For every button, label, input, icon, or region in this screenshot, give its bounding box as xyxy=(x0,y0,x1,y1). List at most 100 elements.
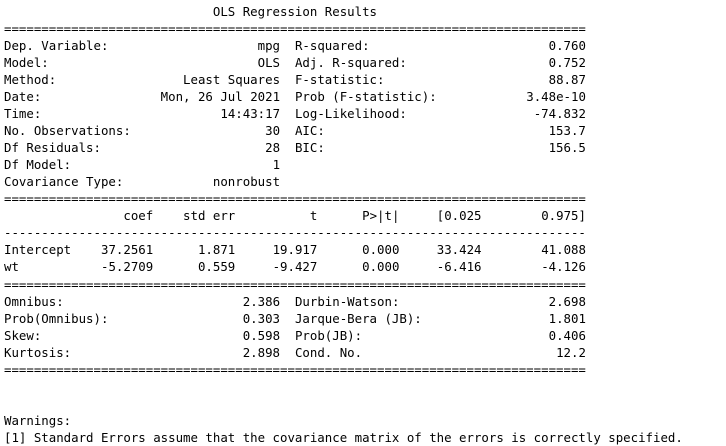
diagnostic-value: 0.303 xyxy=(242,310,281,326)
summary-row: No. Observations: 30 AIC: 153.7 xyxy=(4,122,683,139)
coef-cell: 41.088 xyxy=(541,242,586,258)
diagnostic-row: Skew: 0.598 Prob(JB): 0.406 xyxy=(4,327,683,344)
coef-header-row: coef std err t P>|t| [0.025 0.975] xyxy=(4,207,683,224)
rule-heavy: ========================================… xyxy=(4,361,683,378)
heavy-divider: ========================================… xyxy=(4,191,586,207)
summary-value: 14:43:17 xyxy=(220,106,281,122)
coef-variable-name: wt xyxy=(4,259,19,275)
diagnostic-value: 2.386 xyxy=(242,293,281,309)
diagnostic-label: Omnibus: xyxy=(4,293,64,309)
blank-line xyxy=(4,395,683,412)
summary-row: Covariance Type: nonrobust xyxy=(4,173,683,190)
coef-cell: 0.000 xyxy=(362,242,400,258)
heavy-divider: ========================================… xyxy=(4,276,586,292)
coef-column-header: t xyxy=(309,208,318,224)
summary-label: F-statistic: xyxy=(294,72,385,88)
rule-light: ----------------------------------------… xyxy=(4,224,683,241)
diagnostic-value: 2.698 xyxy=(548,293,586,309)
summary-row: Dep. Variable: mpg R-squared: 0.760 xyxy=(4,37,683,54)
summary-value: 156.5 xyxy=(548,140,586,156)
warning-line: [1] Standard Errors assume that the cova… xyxy=(4,429,683,446)
summary-value: 0.752 xyxy=(548,55,586,71)
blank-line xyxy=(4,378,683,395)
summary-label: Df Model: xyxy=(4,157,72,173)
warnings-heading-line: Warnings: xyxy=(4,412,683,429)
coef-cell: 1.871 xyxy=(197,242,236,258)
summary-value: Mon, 26 Jul 2021 xyxy=(160,89,281,105)
summary-label: Df Residuals: xyxy=(4,140,101,156)
ols-results-output: OLS Regression Results ==================… xyxy=(4,3,683,446)
coef-column-header: 0.975] xyxy=(541,208,586,224)
coef-column-header: std err xyxy=(183,208,236,224)
summary-label: Log-Likelihood: xyxy=(294,106,407,122)
summary-label: Method: xyxy=(4,72,57,88)
summary-value: 1 xyxy=(272,157,281,173)
summary-value: mpg xyxy=(257,38,281,54)
summary-row: Df Model: 1 xyxy=(4,156,683,173)
diagnostic-row: Omnibus: 2.386 Durbin-Watson: 2.698 xyxy=(4,293,683,310)
diagnostic-row: Kurtosis: 2.898 Cond. No. 12.2 xyxy=(4,344,683,361)
diagnostic-value: 12.2 xyxy=(556,344,586,360)
summary-row: Model: OLS Adj. R-squared: 0.752 xyxy=(4,54,683,71)
coef-column-header: [0.025 xyxy=(436,208,482,224)
coef-cell: -5.2709 xyxy=(100,259,154,275)
summary-value: 0.760 xyxy=(548,38,586,54)
coef-column-header: P>|t| xyxy=(362,208,400,224)
coef-cell: 37.2561 xyxy=(100,242,154,258)
summary-label: Model: xyxy=(4,55,49,71)
heavy-divider: ========================================… xyxy=(4,361,586,377)
light-divider: ----------------------------------------… xyxy=(4,225,586,241)
summary-value: 153.7 xyxy=(548,123,586,139)
heavy-divider: ========================================… xyxy=(4,21,586,37)
summary-value: OLS xyxy=(257,55,281,71)
rule-heavy: ========================================… xyxy=(4,20,683,37)
coef-cell: 19.917 xyxy=(272,242,318,258)
summary-value: 88.87 xyxy=(548,72,586,88)
diagnostic-value: 0.598 xyxy=(242,327,281,343)
rule-heavy: ========================================… xyxy=(4,276,683,293)
rule-heavy: ========================================… xyxy=(4,190,683,207)
warnings-heading: Warnings: xyxy=(4,412,72,428)
coef-cell: -6.416 xyxy=(436,259,482,275)
summary-value: Least Squares xyxy=(183,72,281,88)
diagnostic-value: 2.898 xyxy=(242,344,281,360)
summary-label: Date: xyxy=(4,89,42,105)
diagnostic-label: Skew: xyxy=(4,327,42,343)
coef-row: wt -5.2709 0.559 -9.427 0.000 -6.416 -4.… xyxy=(4,258,683,275)
title-line: OLS Regression Results xyxy=(4,3,683,20)
diagnostic-value: 1.801 xyxy=(548,310,586,326)
diagnostic-row: Prob(Omnibus): 0.303 Jarque-Bera (JB): 1… xyxy=(4,310,683,327)
summary-label: Adj. R-squared: xyxy=(294,55,407,71)
summary-value: 30 xyxy=(265,123,281,139)
summary-label: Prob (F-statistic): xyxy=(294,89,437,105)
summary-value: -74.832 xyxy=(533,106,586,122)
summary-label: AIC: xyxy=(294,123,325,139)
coef-cell: 0.000 xyxy=(362,259,400,275)
summary-value: 28 xyxy=(265,140,281,156)
coef-cell: -9.427 xyxy=(272,259,318,275)
warning-text: [1] Standard Errors assume that the cova… xyxy=(4,429,683,445)
coef-cell: 33.424 xyxy=(436,242,482,258)
diagnostic-label: Cond. No. xyxy=(294,344,363,360)
diagnostic-label: Kurtosis: xyxy=(4,344,72,360)
diagnostic-label: Prob(JB): xyxy=(294,327,363,343)
summary-label: Covariance Type: xyxy=(4,174,124,190)
summary-label: No. Observations: xyxy=(4,123,131,139)
summary-label: BIC: xyxy=(294,140,325,156)
diagnostic-label: Jarque-Bera (JB): xyxy=(294,310,422,326)
diagnostic-label: Prob(Omnibus): xyxy=(4,310,109,326)
coef-cell: -4.126 xyxy=(541,259,586,275)
results-title: OLS Regression Results xyxy=(212,4,377,19)
summary-value: nonrobust xyxy=(212,174,281,190)
summary-row: Date: Mon, 26 Jul 2021 Prob (F-statistic… xyxy=(4,88,683,105)
coef-column-header: coef xyxy=(123,208,154,224)
summary-row: Time: 14:43:17 Log-Likelihood: -74.832 xyxy=(4,105,683,122)
summary-row: Method: Least Squares F-statistic: 88.87 xyxy=(4,71,683,88)
coef-variable-name: Intercept xyxy=(4,242,72,258)
diagnostic-value: 0.406 xyxy=(548,327,586,343)
summary-label: Dep. Variable: xyxy=(4,38,109,54)
summary-label: R-squared: xyxy=(294,38,370,54)
summary-value: 3.48e-10 xyxy=(526,89,586,105)
coef-row: Intercept 37.2561 1.871 19.917 0.000 33.… xyxy=(4,241,683,258)
summary-row: Df Residuals: 28 BIC: 156.5 xyxy=(4,139,683,156)
